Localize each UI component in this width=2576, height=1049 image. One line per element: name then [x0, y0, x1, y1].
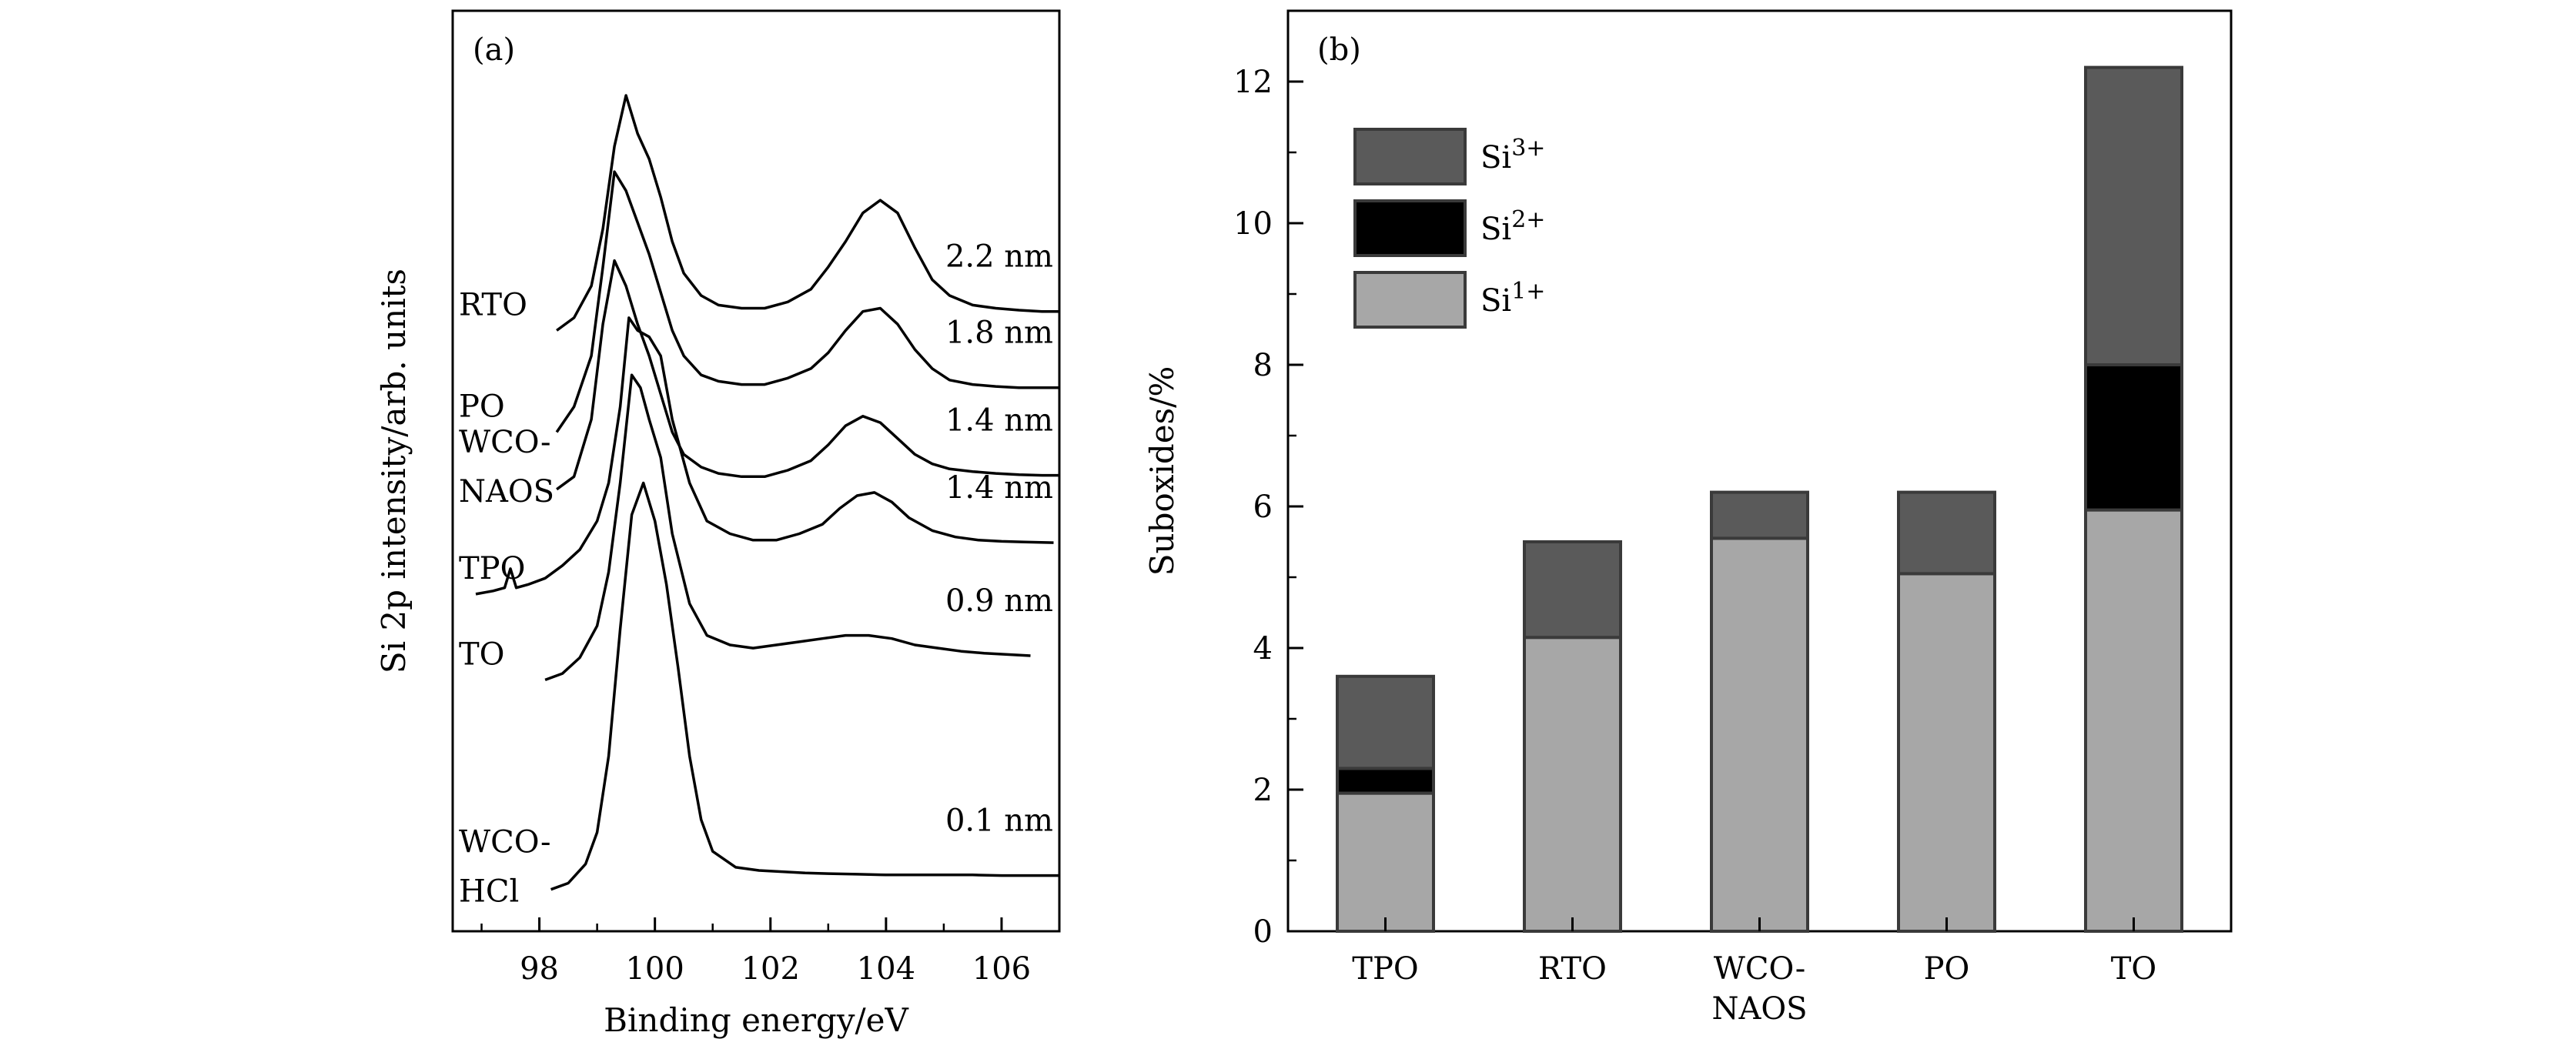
panel-b-y-tick-label-8: 8 — [1253, 348, 1273, 383]
panel-b-bar-po-si1 — [1897, 572, 1996, 934]
panel-b-legend-swatch-si2 — [1353, 199, 1467, 257]
panel-a-thickness-label-wco-naos: 1.4 nm — [945, 403, 1053, 439]
panel-b-y-tick-label-0: 0 — [1253, 914, 1273, 950]
panel-b-stacked-bars — [1336, 65, 2183, 934]
panel-b-y-tick-label-2: 2 — [1253, 773, 1273, 808]
panel-b-legend-swatch-si1 — [1353, 271, 1467, 329]
panel-b-y-tick-label-6: 6 — [1253, 489, 1273, 525]
panel-b-x-tick-label-po-line0: PO — [1924, 951, 1970, 987]
panel-a-sample-label-rto-line0: RTO — [459, 287, 527, 322]
panel-a-sample-label-tpo-line0: TPO — [459, 551, 525, 586]
panel-a-curve-wco-hcl — [550, 481, 1059, 891]
panel-b-bar-tpo-si2 — [1336, 767, 1435, 795]
panel-a-x-tick-label-100: 100 — [625, 951, 684, 987]
panel-a-thickness-label-rto: 2.2 nm — [945, 239, 1053, 275]
panel-b-bar-to-si1 — [2084, 508, 2183, 933]
panel-a-curve-labels: 2.2 nm 1.8 nm 1.4 nm 1.4 nm 0.9 nm 0.1 nm RTO P… — [459, 239, 1053, 910]
panel-a-thickness-label-wco-hcl: 0.1 nm — [945, 803, 1053, 839]
panel-a-y-axis-title: Si 2p intensity/arb. units — [375, 269, 413, 673]
panel-b-legend-swatch-si3 — [1353, 128, 1467, 185]
panel-a-x-tick-label-104: 104 — [857, 951, 915, 987]
panel-b-legend-label-si3: Si3+ — [1480, 135, 1545, 175]
panel-b-bar-tpo-si3 — [1336, 674, 1435, 770]
panel-a-curve-po — [555, 170, 1059, 433]
panel-b-x-tick-label-to-line0: TO — [2111, 951, 2156, 987]
panel-b-x-tick-label-tpo-line0: TPO — [1352, 951, 1418, 987]
panel-a-xps-spectra: (a) Binding energy/eV Si 2p intensity/ar… — [375, 9, 1061, 1039]
panel-b-y-ticks: 0 2 4 6 8 10 12 — [1233, 65, 1303, 950]
panel-b-bar-rto-si1 — [1523, 636, 1622, 933]
panel-a-x-ticks: 98 100 102 104 106 — [480, 917, 1061, 987]
panel-b-legend-label-si1: Si1+ — [1480, 278, 1545, 319]
panel-a-curve-rto — [556, 94, 1059, 332]
panel-b-bar-to-si3 — [2084, 65, 2183, 366]
panel-b-y-tick-label-4: 4 — [1253, 631, 1273, 666]
panel-b-bar-rto-si3 — [1523, 540, 1622, 640]
panel-b-y-axis-title: Suboxides/% — [1143, 366, 1181, 576]
panel-a-spectra-curves — [475, 94, 1059, 891]
panel-b-x-tick-label-rto-line0: RTO — [1538, 951, 1607, 987]
panel-b-legend: Si3+ Si2+ Si1+ — [1353, 128, 1545, 329]
panel-b-x-ticks: TPO RTO WCO- NAOS PO TO — [1352, 917, 2156, 1027]
panel-a-sample-label-po-line0: PO — [459, 389, 505, 424]
panel-a-curve-tpo — [475, 316, 1054, 596]
panel-b-y-tick-label-10: 10 — [1233, 206, 1273, 242]
panel-a-sample-label-wco-hcl-line0: WCO- — [459, 825, 551, 860]
panel-a-x-tick-label-106: 106 — [972, 951, 1031, 987]
panel-b-label: (b) — [1317, 32, 1361, 68]
panel-a-label: (a) — [473, 32, 515, 68]
panel-a-plot-frame — [451, 9, 1061, 933]
panel-a-sample-label-to-line0: TO — [459, 636, 504, 672]
panel-b-bar-wco-naos-si3 — [1710, 490, 1809, 540]
panel-a-thickness-label-po: 1.8 nm — [945, 316, 1053, 351]
panel-a-curve-wco-naos — [556, 259, 1059, 491]
panel-b-legend-label-si2: Si2+ — [1480, 206, 1545, 247]
panel-a-sample-label-wco-naos-line0: WCO- — [459, 425, 551, 460]
panel-b-bar-tpo-si1 — [1336, 791, 1435, 933]
panel-b-y-tick-label-12: 12 — [1233, 65, 1273, 100]
panel-a-curve-to — [544, 373, 1031, 682]
panel-a-sample-label-wco-naos-line1: NAOS — [459, 474, 554, 509]
panel-a-x-axis-title: Binding energy/eV — [604, 1001, 908, 1039]
panel-a-sample-label-wco-hcl-line1: HCl — [459, 874, 519, 910]
panel-b-bar-po-si3 — [1897, 490, 1996, 576]
panel-b-suboxide-bars: (b) Suboxides/% 0 2 4 6 8 10 12 TPO RTO WCO- NAOS… — [1143, 9, 2233, 1027]
panel-b-x-tick-label-wco-naos-line1: NAOS — [1711, 991, 1807, 1027]
panel-b-bar-to-si2 — [2084, 363, 2183, 512]
panel-a-x-tick-label-102: 102 — [741, 951, 800, 987]
panel-a-thickness-label-to: 0.9 nm — [945, 583, 1053, 619]
panel-b-x-tick-label-wco-naos-line0: WCO- — [1714, 951, 1806, 987]
panel-a-x-tick-label-98: 98 — [520, 951, 559, 987]
panel-a-thickness-label-tpo: 1.4 nm — [945, 470, 1053, 506]
panel-b-bar-wco-naos-si1 — [1710, 536, 1809, 934]
